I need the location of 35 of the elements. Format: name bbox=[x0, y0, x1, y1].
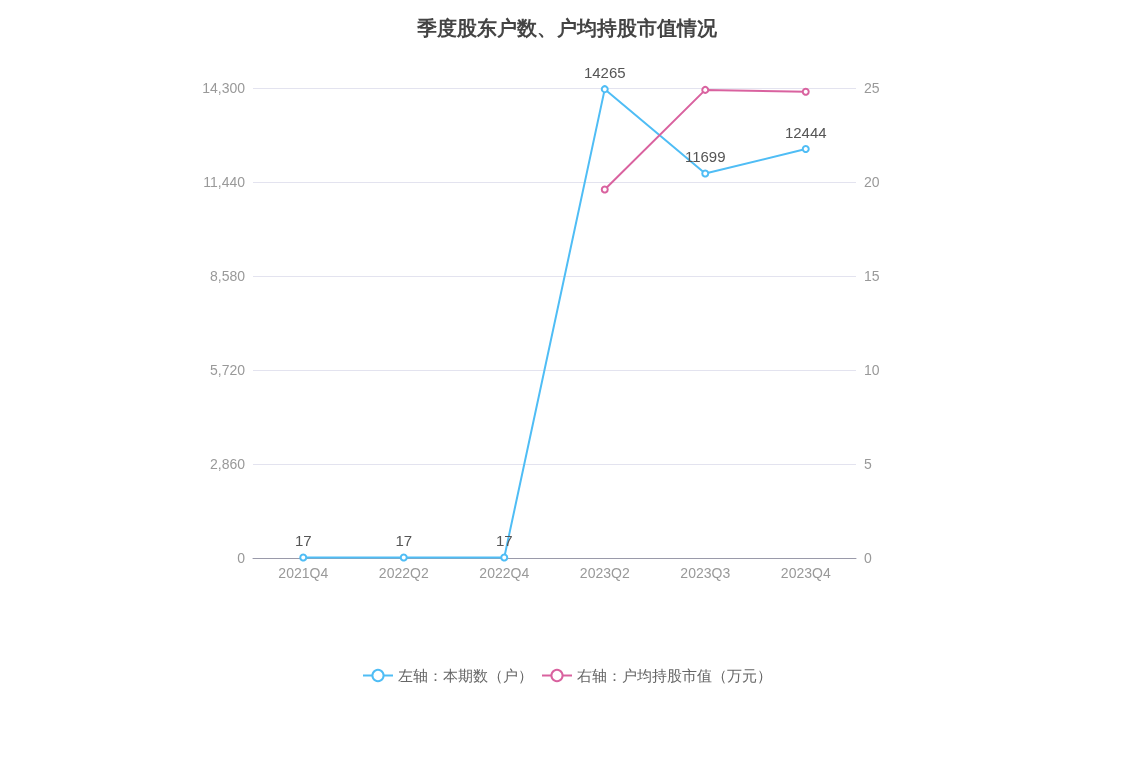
x-tick-label: 2022Q4 bbox=[479, 565, 530, 581]
point bbox=[701, 85, 710, 94]
data-label: 14265 bbox=[583, 64, 626, 82]
y2-tick-label: 10 bbox=[864, 362, 880, 378]
y-tick-label: 2,860 bbox=[209, 456, 246, 472]
chart-title: 季度股东户数、户均持股市值情况 bbox=[416, 17, 718, 39]
point bbox=[600, 185, 609, 194]
y2-tick-label: 5 bbox=[864, 456, 872, 472]
point bbox=[701, 169, 710, 178]
data-label: 17 bbox=[395, 532, 413, 550]
x-tick-label: 2023Q2 bbox=[579, 565, 630, 581]
point bbox=[500, 553, 509, 562]
x-tick-label: 2023Q3 bbox=[680, 565, 731, 581]
point bbox=[801, 145, 810, 153]
y-tick-label: 0 bbox=[237, 550, 246, 566]
x-tick-label: 2022Q2 bbox=[378, 565, 429, 581]
data-label: 11699 bbox=[684, 148, 726, 166]
legend-label: 右轴：户均持股市值（万元） bbox=[577, 667, 772, 684]
point bbox=[600, 85, 609, 94]
y2-tick-label: 15 bbox=[864, 268, 880, 284]
data-label: 17 bbox=[294, 532, 312, 550]
y2-tick-label: 20 bbox=[864, 174, 880, 190]
y-tick-label: 14,300 bbox=[202, 80, 246, 96]
legend-label: 左轴：本期数（户） bbox=[398, 667, 533, 684]
point bbox=[399, 553, 408, 562]
point bbox=[299, 553, 308, 562]
y-tick-label: 5,720 bbox=[209, 362, 246, 378]
data-label: 12444 bbox=[784, 124, 827, 141]
y2-tick-label: 0 bbox=[864, 550, 872, 566]
x-tick-label: 2021Q4 bbox=[278, 565, 329, 581]
y-tick-label: 11,440 bbox=[203, 174, 246, 190]
y2-tick-label: 25 bbox=[864, 80, 880, 96]
x-tick-label: 2023Q4 bbox=[780, 565, 831, 581]
y-tick-label: 8,580 bbox=[209, 268, 246, 284]
point bbox=[801, 87, 810, 96]
